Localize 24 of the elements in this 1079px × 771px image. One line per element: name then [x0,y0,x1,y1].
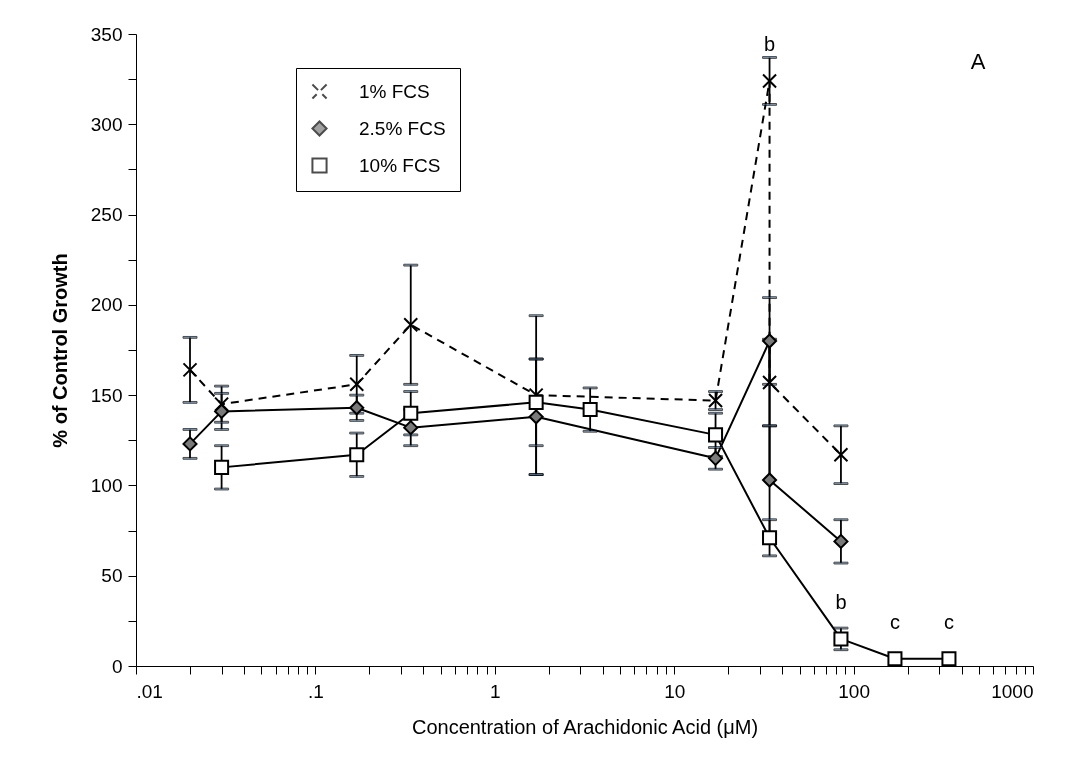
legend-label: 10% FCS [359,154,441,176]
x-tick-label: 100 [838,680,870,702]
annotation: b [763,32,776,55]
y-tick-label: 0 [111,655,123,677]
legend-label: 2.5% FCS [359,117,446,139]
y-tick-label: 250 [90,204,123,226]
x-tick-label: .1 [307,680,324,702]
x-tick-label: 10 [664,680,686,702]
y-tick-label: 300 [90,113,123,135]
x-tick-label: 1 [490,680,501,702]
y-axis-title: % of Control Growth [48,253,71,448]
y-tick-label: 350 [90,23,123,45]
y-tick-label: 200 [90,294,123,316]
annotation: c [943,610,954,633]
y-tick-label: 50 [101,565,123,587]
annotation: c [889,610,900,633]
legend-label: 1% FCS [359,80,430,102]
y-tick-label: 150 [90,384,123,406]
x-tick-label: .01 [136,680,163,702]
annotation: b [835,590,847,613]
x-axis-title: Concentration of Arachidonic Acid (μM) [411,715,759,738]
y-tick-label: 100 [90,474,123,496]
annotation: A [970,49,986,74]
x-tick-label: 1000 [991,680,1034,702]
